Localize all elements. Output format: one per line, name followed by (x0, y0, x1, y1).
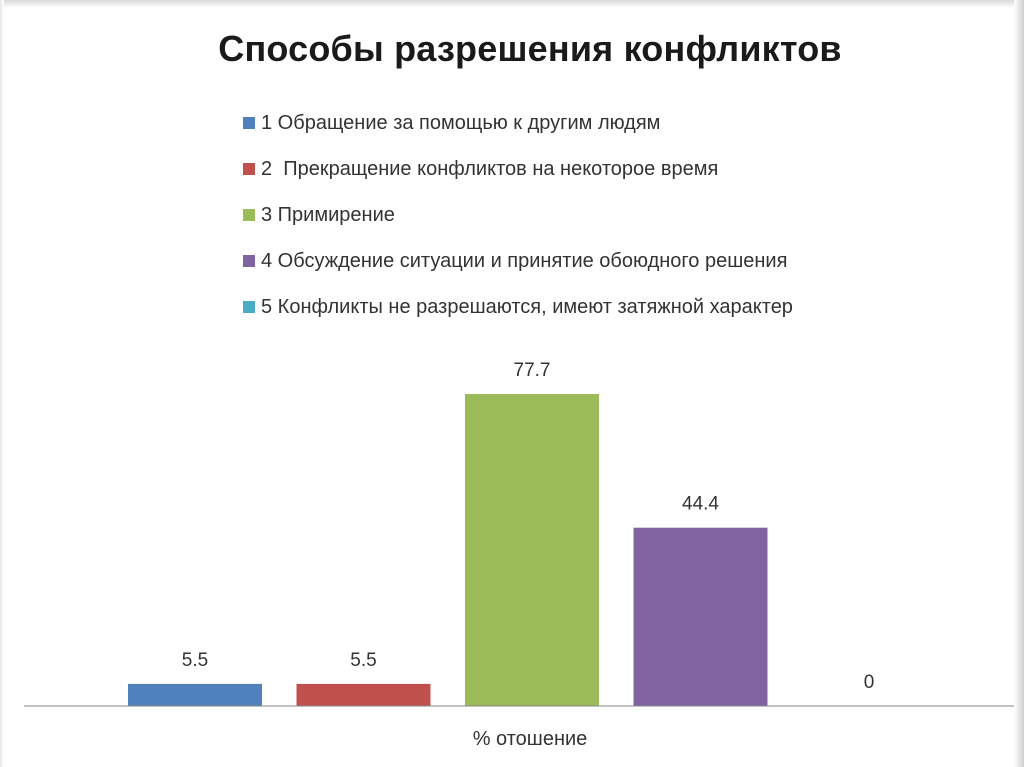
legend-swatch-4 (243, 255, 255, 267)
legend-label-4: 4 Обсуждение ситуации и принятие обоюдно… (261, 249, 788, 272)
legend-label-3: 3 Примирение (261, 203, 395, 226)
legend-item-2: 2 Прекращение конфликтов на некоторое вр… (243, 146, 793, 192)
x-axis-category-label: % отошение (472, 728, 588, 750)
legend-swatch-3 (243, 209, 255, 221)
legend-swatch-5 (243, 301, 255, 313)
frame-left-edge (0, 0, 4, 767)
legend-item-4: 4 Обсуждение ситуации и принятие обоюдно… (243, 238, 793, 284)
frame-right-edge (1014, 0, 1024, 767)
data-label-series-1: 5.5 (182, 650, 208, 671)
legend-swatch-2 (243, 163, 255, 175)
legend-item-5: 5 Конфликты не разрешаются, имеют затяжн… (243, 284, 793, 330)
data-label-series-2: 5.5 (350, 650, 376, 671)
frame-top-edge (0, 0, 1024, 8)
legend-label-2: 2 Прекращение конфликтов на некоторое вр… (261, 157, 719, 180)
chart-legend: 1 Обращение за помощью к другим людям 2 … (243, 100, 793, 330)
bars-group: 5.5 5.5 77.7 44.4 0 (128, 360, 874, 706)
legend-item-1: 1 Обращение за помощью к другим людям (243, 100, 793, 146)
data-label-series-5: 0 (864, 672, 875, 693)
bar-series-2 (296, 683, 431, 706)
bar-series-1 (128, 683, 262, 706)
legend-label-5: 5 Конфликты не разрешаются, имеют затяжн… (261, 295, 793, 318)
bar-series-3 (465, 394, 599, 706)
legend-swatch-1 (243, 117, 255, 129)
data-label-series-4: 44.4 (682, 494, 719, 515)
bar-series-4 (633, 527, 768, 706)
legend-item-3: 3 Примирение (243, 192, 793, 238)
chart-title: Способы разрешения конфликтов (218, 28, 842, 69)
legend-label-1: 1 Обращение за помощью к другим людям (261, 111, 661, 134)
data-label-series-3: 77.7 (514, 360, 551, 381)
